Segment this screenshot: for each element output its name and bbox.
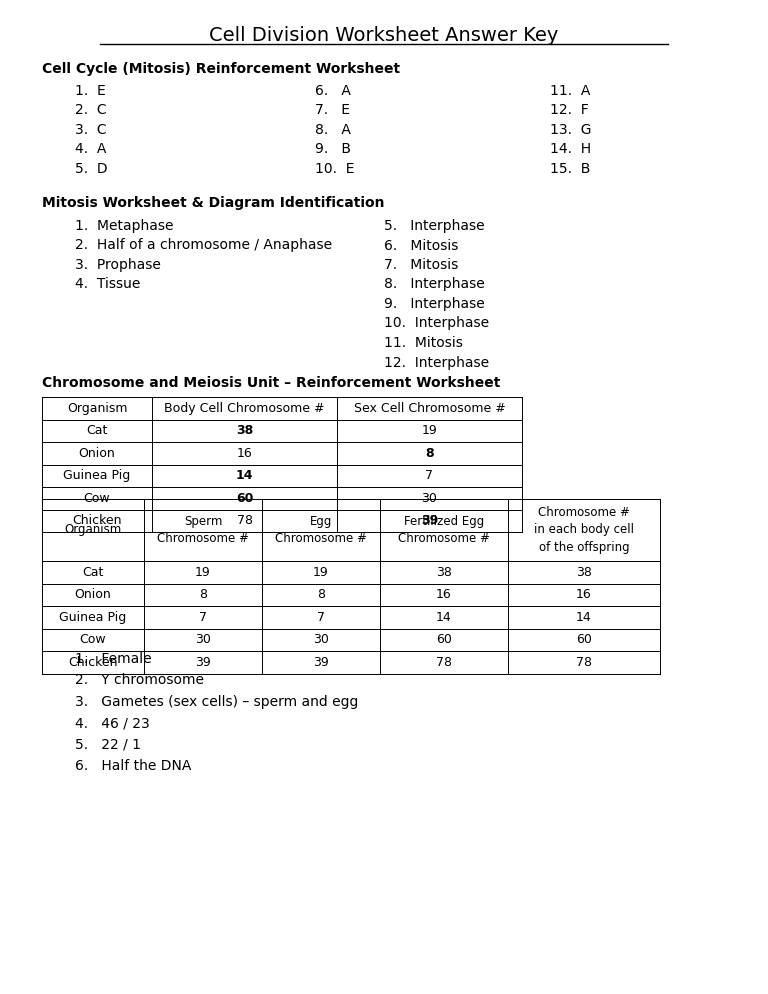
Text: 6.   A: 6. A [315, 84, 351, 98]
Text: Cat: Cat [86, 424, 108, 437]
Text: Chromosome and Meiosis Unit – Reinforcement Worksheet: Chromosome and Meiosis Unit – Reinforcem… [42, 376, 501, 390]
Text: Cow: Cow [84, 492, 111, 505]
Text: 11.  Mitosis: 11. Mitosis [384, 336, 463, 350]
Text: Chicken: Chicken [72, 514, 122, 527]
Text: Cow: Cow [80, 633, 106, 646]
Text: 15.  B: 15. B [550, 162, 591, 176]
Text: Onion: Onion [74, 588, 111, 601]
Text: 3.   Gametes (sex cells) – sperm and egg: 3. Gametes (sex cells) – sperm and egg [75, 695, 359, 709]
Text: 19: 19 [195, 566, 211, 579]
Text: Fertilized Egg
Chromosome #: Fertilized Egg Chromosome # [398, 515, 490, 545]
Text: 8.   Interphase: 8. Interphase [384, 277, 485, 291]
Text: 7.   E: 7. E [315, 103, 350, 117]
Text: 6.   Mitosis: 6. Mitosis [384, 239, 458, 252]
Text: 1.   Female: 1. Female [75, 652, 151, 666]
Text: 4.  Tissue: 4. Tissue [75, 277, 141, 291]
Text: 16: 16 [576, 588, 592, 601]
Text: 6.   Half the DNA: 6. Half the DNA [75, 759, 191, 773]
Text: 12.  F: 12. F [550, 103, 589, 117]
Text: 4.  A: 4. A [75, 142, 107, 156]
Text: 10.  Interphase: 10. Interphase [384, 316, 489, 330]
Text: Organism: Organism [65, 524, 121, 537]
Text: Onion: Onion [78, 446, 115, 460]
Text: 78: 78 [576, 656, 592, 669]
Text: Mitosis Worksheet & Diagram Identification: Mitosis Worksheet & Diagram Identificati… [42, 196, 385, 210]
Text: 2.  C: 2. C [75, 103, 107, 117]
Text: 8: 8 [425, 446, 434, 460]
Text: 14: 14 [436, 610, 452, 624]
Text: Chicken: Chicken [68, 656, 118, 669]
Text: 16: 16 [237, 446, 253, 460]
Text: 11.  A: 11. A [550, 84, 591, 98]
Text: Cat: Cat [82, 566, 104, 579]
Text: Body Cell Chromosome #: Body Cell Chromosome # [164, 402, 325, 414]
Text: 7: 7 [317, 610, 325, 624]
Text: 19: 19 [422, 424, 437, 437]
Text: Chromosome #
in each body cell
of the offspring: Chromosome # in each body cell of the of… [534, 507, 634, 554]
Text: 9.   B: 9. B [315, 142, 351, 156]
Text: 5.   22 / 1: 5. 22 / 1 [75, 738, 141, 752]
Text: 9.   Interphase: 9. Interphase [384, 297, 485, 311]
Text: Cell Division Worksheet Answer Key: Cell Division Worksheet Answer Key [210, 26, 558, 45]
Text: Guinea Pig: Guinea Pig [59, 610, 127, 624]
Text: 3.  Prophase: 3. Prophase [75, 258, 161, 272]
Text: Sex Cell Chromosome #: Sex Cell Chromosome # [353, 402, 505, 414]
Text: 14.  H: 14. H [550, 142, 591, 156]
Text: 2.   Y chromosome: 2. Y chromosome [75, 674, 204, 688]
Text: 30: 30 [313, 633, 329, 646]
Text: 1.  Metaphase: 1. Metaphase [75, 219, 174, 233]
Text: 39: 39 [313, 656, 329, 669]
Text: 5.   Interphase: 5. Interphase [384, 219, 485, 233]
Text: 19: 19 [313, 566, 329, 579]
Text: 7: 7 [199, 610, 207, 624]
Text: 7.   Mitosis: 7. Mitosis [384, 258, 458, 272]
Text: 10.  E: 10. E [315, 162, 355, 176]
Text: 2.  Half of a chromosome / Anaphase: 2. Half of a chromosome / Anaphase [75, 239, 332, 252]
Text: 60: 60 [236, 492, 253, 505]
Text: Organism: Organism [67, 402, 127, 414]
Text: 13.  G: 13. G [550, 123, 591, 137]
Text: Egg
Chromosome #: Egg Chromosome # [275, 515, 367, 545]
Text: 8: 8 [317, 588, 325, 601]
Text: 8: 8 [199, 588, 207, 601]
Text: 14: 14 [576, 610, 592, 624]
Text: 30: 30 [422, 492, 438, 505]
Text: 30: 30 [195, 633, 211, 646]
Text: 16: 16 [436, 588, 452, 601]
Text: 3.  C: 3. C [75, 123, 107, 137]
Text: 8.   A: 8. A [315, 123, 351, 137]
Text: 39: 39 [421, 514, 438, 527]
Text: 7: 7 [425, 469, 433, 482]
Text: 14: 14 [236, 469, 253, 482]
Text: 1.  E: 1. E [75, 84, 106, 98]
Text: 39: 39 [195, 656, 211, 669]
Text: 38: 38 [236, 424, 253, 437]
Text: 78: 78 [436, 656, 452, 669]
Text: 4.   46 / 23: 4. 46 / 23 [75, 717, 150, 731]
Text: 38: 38 [576, 566, 592, 579]
Text: Guinea Pig: Guinea Pig [64, 469, 131, 482]
Text: Sperm
Chromosome #: Sperm Chromosome # [157, 515, 249, 545]
Text: 5.  D: 5. D [75, 162, 108, 176]
Text: Cell Cycle (Mitosis) Reinforcement Worksheet: Cell Cycle (Mitosis) Reinforcement Works… [42, 62, 400, 76]
Text: 60: 60 [576, 633, 592, 646]
Text: 38: 38 [436, 566, 452, 579]
Text: 12.  Interphase: 12. Interphase [384, 356, 489, 370]
Text: 78: 78 [237, 514, 253, 527]
Text: 60: 60 [436, 633, 452, 646]
